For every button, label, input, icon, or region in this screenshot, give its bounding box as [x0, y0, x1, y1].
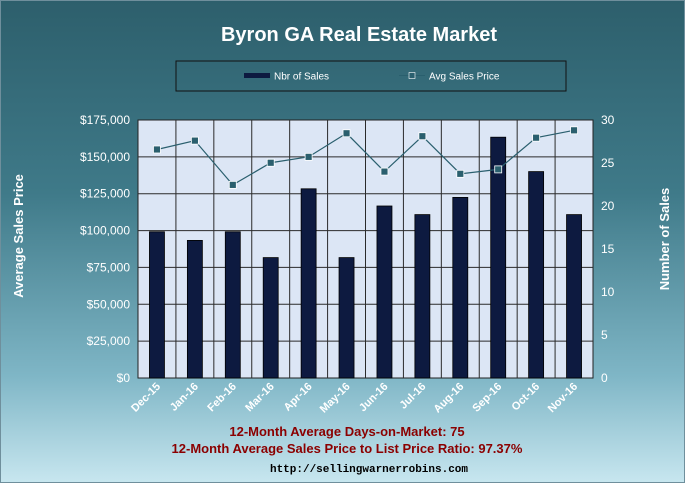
bar-jan-16 — [186, 239, 203, 379]
y-axis-left-ticks: $0 $25,000 $50,000 $75,000 $100,000 $125,000 $… — [80, 113, 130, 385]
x-tick-label: Apr-16 — [282, 381, 315, 414]
y-left-tick-label: $25,000 — [87, 334, 131, 348]
price-point-jan-16 — [190, 136, 199, 145]
bar-aug-16 — [452, 196, 469, 379]
y-axis-left-title: Average Sales Price — [11, 174, 26, 298]
legend: Nbr of Sales Avg Sales Price — [175, 60, 567, 92]
x-tick-label: Nov-16 — [546, 381, 580, 415]
legend-label-sales: Nbr of Sales — [274, 72, 329, 83]
gridlines — [138, 120, 593, 378]
x-tick-label: Dec-15 — [129, 381, 163, 415]
footer-days-on-market: 12-Month Average Days-on-Market: 75 — [229, 424, 464, 439]
bar-sep-16 — [490, 136, 507, 379]
price-point-mar-16 — [266, 158, 275, 167]
y-right-tick-label: 25 — [601, 156, 615, 170]
y-left-tick-label: $175,000 — [80, 113, 130, 127]
x-tick-label: Sep-16 — [470, 381, 504, 415]
price-point-aug-16 — [456, 169, 465, 178]
x-tick-label: Aug-16 — [432, 381, 467, 416]
price-point-jul-16 — [418, 132, 427, 141]
legend-box — [175, 60, 567, 92]
x-tick-label: Jul-16 — [398, 381, 429, 412]
x-axis-ticks: Dec-15 Jan-16 Feb-16 Mar-16 Apr-16 May-16 Jun-… — [129, 381, 580, 416]
x-tick-label: Feb-16 — [205, 381, 239, 415]
y-axis-right-ticks: 0 5 10 15 20 25 30 — [601, 113, 615, 385]
y-left-tick-label: $100,000 — [80, 224, 130, 238]
y-right-tick-label: 0 — [601, 371, 608, 385]
legend-label-price: Avg Sales Price — [429, 72, 500, 83]
price-point-jun-16 — [380, 167, 389, 176]
y-left-tick-label: $125,000 — [80, 187, 130, 201]
bars-nbr-of-sales — [149, 136, 582, 379]
y-axis-right-title: Number of Sales — [657, 188, 672, 291]
y-right-tick-label: 5 — [601, 328, 608, 342]
bar-nov-16 — [566, 214, 582, 379]
legend-line-marker — [408, 72, 416, 79]
chart-title: Byron GA Real Estate Market — [221, 24, 497, 46]
x-tick-label: May-16 — [318, 381, 353, 416]
price-point-sep-16 — [494, 165, 503, 174]
y-left-tick-label: $75,000 — [87, 260, 131, 274]
price-point-nov-16 — [570, 126, 578, 135]
footer-url: http://sellingwarnerrobins.com — [270, 464, 468, 476]
bar-jul-16 — [414, 214, 431, 379]
price-point-dec-15 — [153, 145, 161, 154]
y-right-tick-label: 10 — [601, 285, 615, 299]
y-left-tick-label: $0 — [117, 371, 131, 385]
y-right-tick-label: 30 — [601, 113, 615, 127]
line-avg-sales-price — [153, 126, 578, 189]
y-right-tick-label: 20 — [601, 199, 615, 213]
legend-bar-swatch — [244, 73, 270, 78]
x-tick-label: Jun-16 — [357, 381, 391, 415]
bar-apr-16 — [300, 188, 317, 379]
price-point-oct-16 — [532, 133, 541, 142]
y-left-tick-label: $50,000 — [87, 297, 131, 311]
avg-price-line — [156, 129, 575, 186]
x-tick-label: Jan-16 — [168, 381, 201, 414]
x-tick-label: Mar-16 — [243, 381, 277, 415]
bar-jun-16 — [376, 205, 393, 379]
y-left-tick-label: $150,000 — [80, 150, 130, 164]
bar-oct-16 — [528, 171, 545, 379]
x-tick-label: Oct-16 — [510, 381, 543, 414]
price-point-may-16 — [342, 129, 351, 138]
price-point-feb-16 — [228, 180, 237, 189]
bar-may-16 — [338, 257, 355, 379]
bar-mar-16 — [262, 257, 279, 379]
bar-dec-15 — [149, 231, 165, 379]
price-point-apr-16 — [304, 152, 313, 161]
y-right-tick-label: 15 — [601, 242, 615, 256]
bar-feb-16 — [224, 231, 241, 379]
footer-price-ratio: 12-Month Average Sales Price to List Pri… — [172, 441, 523, 456]
